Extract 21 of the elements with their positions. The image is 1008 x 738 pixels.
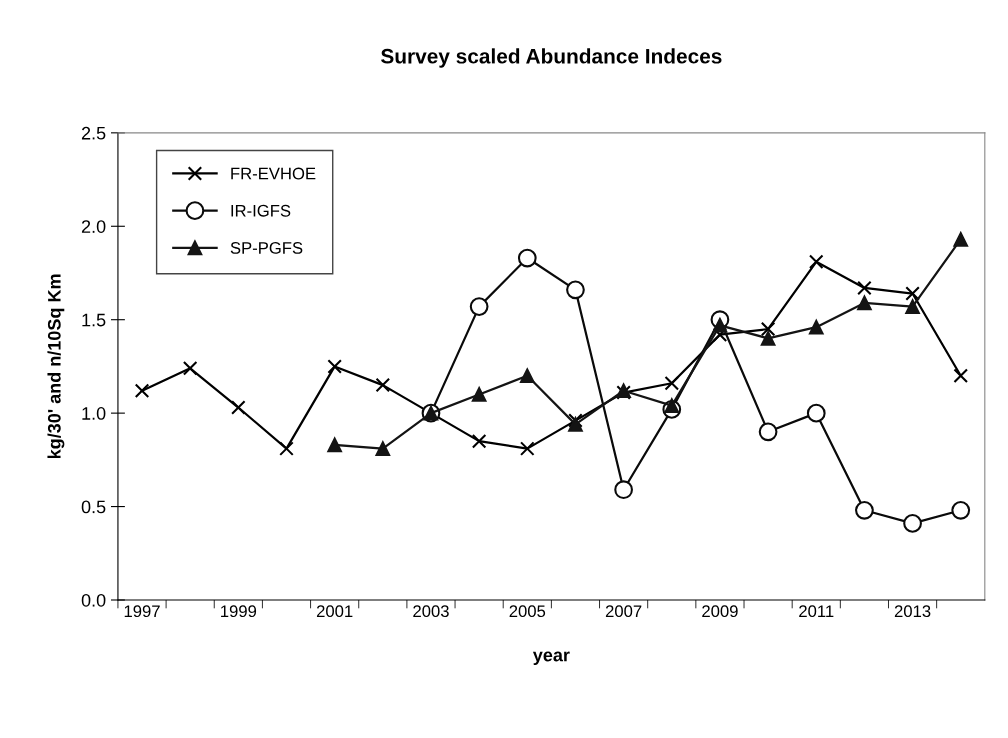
x-tick-label: 2009: [702, 605, 738, 618]
y-tick-label: 1.5: [82, 313, 106, 327]
x-tick-label: 1997: [124, 605, 160, 618]
y-tick-label: 2.0: [81, 220, 106, 233]
x-tick-label: 2007: [605, 605, 642, 618]
y-tick-label: 2.5: [81, 126, 106, 140]
x-axis-title: year: [532, 651, 570, 665]
legend-label: SP-PGFS: [230, 242, 303, 254]
y-tick-label: 0.0: [81, 593, 106, 607]
x-tick-label: 2005: [509, 605, 546, 618]
legend-label: IR-IGFS: [231, 204, 291, 217]
x-tick-label: 2013: [894, 605, 931, 618]
x-tick-label: 2011: [799, 605, 834, 618]
chart-title: Survey scaled Abundance Indeces: [381, 48, 722, 68]
y-axis-title: kg/30' and n/10Sq Km: [47, 274, 65, 459]
x-tick-label: 2003: [413, 605, 449, 618]
y-tick-label: 1.0: [82, 407, 106, 420]
y-tick-label: 0.5: [81, 500, 106, 514]
legend-label: FR-EVHOE: [231, 167, 316, 180]
x-tick-label: 1999: [221, 605, 257, 618]
x-tick-label: 2001: [316, 605, 353, 618]
